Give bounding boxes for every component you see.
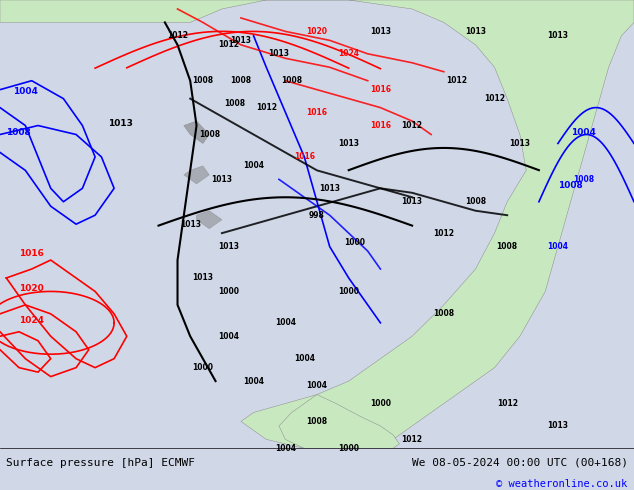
Text: 1004: 1004 bbox=[547, 242, 569, 251]
Text: 1008: 1008 bbox=[230, 76, 252, 85]
Text: 1013: 1013 bbox=[211, 175, 233, 184]
Text: 1012: 1012 bbox=[446, 76, 467, 85]
Text: 998: 998 bbox=[309, 211, 325, 220]
Text: 1004: 1004 bbox=[217, 332, 239, 341]
Text: 1012: 1012 bbox=[167, 31, 188, 40]
Text: 1013: 1013 bbox=[268, 49, 290, 58]
Text: 1013: 1013 bbox=[401, 197, 423, 206]
Text: 1000: 1000 bbox=[338, 444, 359, 453]
Text: 1013: 1013 bbox=[192, 273, 214, 282]
Text: 1012: 1012 bbox=[401, 435, 423, 444]
Text: 1008: 1008 bbox=[558, 181, 583, 190]
Text: 1008: 1008 bbox=[6, 127, 31, 137]
Text: 1004: 1004 bbox=[571, 127, 595, 137]
Text: Surface pressure [hPa] ECMWF: Surface pressure [hPa] ECMWF bbox=[6, 458, 195, 468]
Text: 1012: 1012 bbox=[484, 94, 505, 103]
Text: 1013: 1013 bbox=[509, 139, 531, 148]
Text: 1004: 1004 bbox=[275, 318, 296, 327]
Text: 1013: 1013 bbox=[338, 139, 359, 148]
Text: 1008: 1008 bbox=[496, 242, 518, 251]
Text: 1024: 1024 bbox=[19, 316, 44, 325]
Polygon shape bbox=[184, 166, 209, 184]
Text: 1016: 1016 bbox=[19, 248, 44, 258]
Text: 1008: 1008 bbox=[198, 130, 220, 139]
Text: 1016: 1016 bbox=[294, 152, 315, 161]
Text: 1016: 1016 bbox=[370, 121, 391, 130]
Text: 1000: 1000 bbox=[370, 399, 391, 408]
Polygon shape bbox=[197, 211, 222, 229]
Text: 1008: 1008 bbox=[433, 309, 455, 318]
Text: 1016: 1016 bbox=[306, 108, 328, 117]
Text: 1013: 1013 bbox=[547, 421, 569, 430]
Text: 1004: 1004 bbox=[294, 354, 315, 363]
Text: 1004: 1004 bbox=[243, 377, 264, 386]
Polygon shape bbox=[184, 121, 209, 144]
Text: 1012: 1012 bbox=[401, 121, 423, 130]
Text: 1020: 1020 bbox=[306, 27, 328, 36]
Text: 1013: 1013 bbox=[547, 31, 569, 40]
Text: 1020: 1020 bbox=[19, 284, 44, 294]
Text: 1000: 1000 bbox=[217, 287, 239, 296]
Text: 1004: 1004 bbox=[275, 444, 296, 453]
Text: 1013: 1013 bbox=[108, 119, 133, 127]
Text: 1012: 1012 bbox=[496, 399, 518, 408]
Text: 1004: 1004 bbox=[13, 87, 37, 96]
Text: 1000: 1000 bbox=[344, 238, 366, 246]
Text: 1013: 1013 bbox=[217, 242, 239, 251]
Text: 1013: 1013 bbox=[465, 27, 486, 36]
Text: © weatheronline.co.uk: © weatheronline.co.uk bbox=[496, 479, 628, 489]
Text: 1008: 1008 bbox=[306, 417, 328, 426]
Text: 1008: 1008 bbox=[465, 197, 486, 206]
Polygon shape bbox=[279, 394, 399, 448]
Text: 1008: 1008 bbox=[573, 175, 594, 184]
Text: 1008: 1008 bbox=[224, 98, 245, 108]
Text: 1024: 1024 bbox=[338, 49, 359, 58]
Text: 1013: 1013 bbox=[319, 184, 340, 193]
Text: We 08-05-2024 00:00 UTC (00+168): We 08-05-2024 00:00 UTC (00+168) bbox=[411, 458, 628, 468]
Text: 1012: 1012 bbox=[217, 40, 239, 49]
Text: 1008: 1008 bbox=[192, 76, 214, 85]
Text: 1012: 1012 bbox=[433, 229, 455, 238]
Text: 1008: 1008 bbox=[281, 76, 302, 85]
Polygon shape bbox=[0, 0, 634, 448]
Text: 1004: 1004 bbox=[306, 381, 328, 390]
Text: 1000: 1000 bbox=[192, 363, 214, 372]
Text: 1000: 1000 bbox=[338, 287, 359, 296]
Text: 1013: 1013 bbox=[370, 27, 391, 36]
Text: 1016: 1016 bbox=[370, 85, 391, 94]
Text: 1013: 1013 bbox=[230, 36, 252, 45]
Text: 1013: 1013 bbox=[179, 220, 201, 229]
Text: 1012: 1012 bbox=[256, 103, 277, 112]
Text: 1004: 1004 bbox=[243, 161, 264, 171]
